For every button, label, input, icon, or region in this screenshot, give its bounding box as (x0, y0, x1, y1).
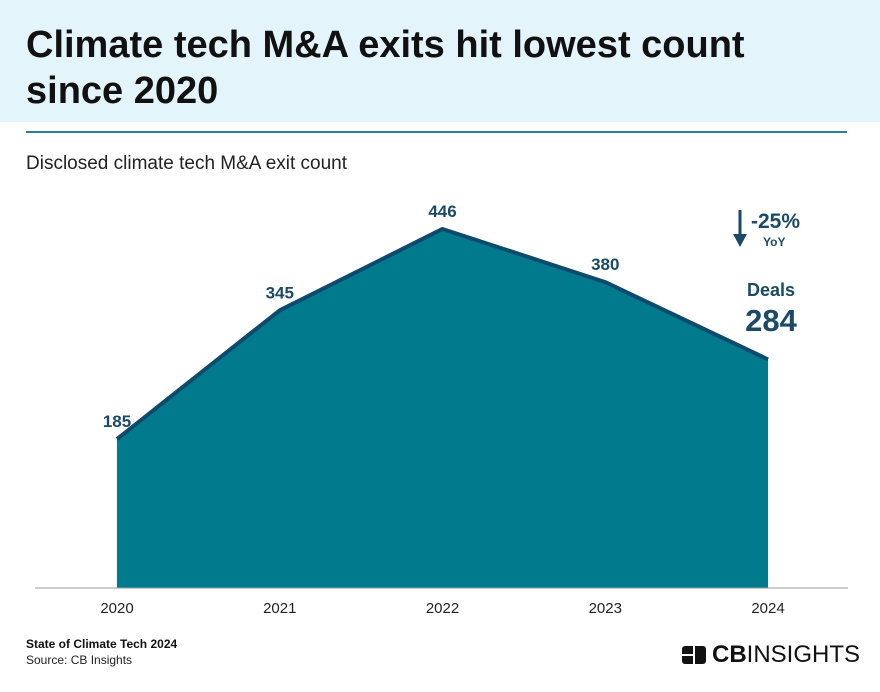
divider (26, 131, 847, 133)
x-tick-label: 2023 (589, 600, 622, 617)
data-label: 446 (428, 202, 456, 221)
area-fill (117, 228, 768, 588)
data-label: 345 (266, 283, 294, 302)
chart-subtitle: Disclosed climate tech M&A exit count (26, 153, 348, 174)
deals-label: Deals (747, 280, 795, 300)
logo-bold: CB (712, 641, 747, 668)
yoy-change: -25% (751, 210, 800, 233)
x-tick-label: 2024 (751, 600, 784, 617)
source: Source: CB Insights (26, 653, 133, 667)
yoy-label: YoY (763, 235, 785, 249)
chart-title: Climate tech M&A exits hit lowest count … (26, 24, 745, 112)
report-name: State of Climate Tech 2024 (26, 637, 178, 651)
title-banner (0, 0, 880, 122)
data-label: 380 (591, 255, 619, 274)
logo-icon (682, 646, 706, 664)
x-tick-label: 2020 (100, 600, 133, 617)
logo-light: INSIGHTS (746, 641, 861, 668)
data-label: 185 (103, 412, 131, 431)
x-tick-label: 2021 (263, 600, 296, 617)
cb-insights-logo: CB INSIGHTS (682, 641, 860, 669)
area-line (115, 226, 769, 441)
deals-value: 284 (745, 303, 797, 338)
arrow-down-icon-head (733, 234, 747, 247)
x-tick-label: 2022 (426, 600, 459, 617)
